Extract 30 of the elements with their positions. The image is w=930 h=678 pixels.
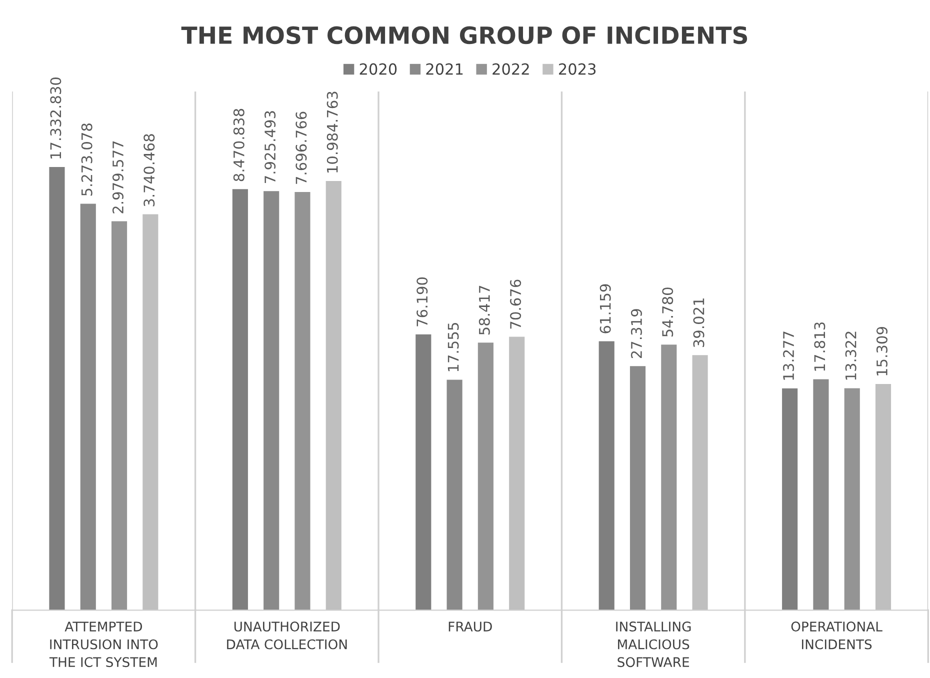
data-label: 76.190 [416,277,428,326]
data-label: 13.322 [845,332,856,380]
data-label: 7.925.493 [264,111,276,183]
data-label: 13.277 [783,332,794,380]
data-label: 7.696.766 [296,112,307,184]
data-label: 8.470.838 [233,108,244,182]
legend-label: 2021 [426,63,463,75]
x-tick-label: OPERATIONAL INCIDENTS [791,622,882,650]
data-label: 27.319 [630,309,642,358]
chart-title: THE MOST COMMON GROUP OF INCIDENTS [181,26,748,44]
data-label: 17.555 [448,323,459,372]
data-label: 2.979.577 [112,141,124,214]
x-tick-label: FRAUD [448,622,492,632]
data-label: 15.309 [876,326,888,376]
x-tick-label: UNAUTHORIZED DATA COLLECTION [227,622,347,650]
legend-label: 2022 [492,63,529,75]
data-label: 58.417 [478,286,490,335]
data-label: 70.676 [510,280,522,329]
legend-label: 2020 [360,63,397,75]
x-tick-label: ATTEMPTED INTRUSION INTO THE ICT SYSTEM [49,622,158,668]
data-label: 17.332.830 [50,78,62,158]
data-label: 17.813 [814,322,826,371]
data-label: 54.780 [662,288,674,337]
data-label: 3.740.468 [144,134,155,206]
legend-label: 2023 [559,63,596,75]
x-tick-label: INSTALLING MALICIOUS SOFTWARE [616,622,691,668]
data-label: 5.273.078 [81,124,92,196]
data-label: 10.984.763 [326,92,338,173]
data-label: 61.159 [600,284,611,334]
data-label: 39.021 [693,298,704,348]
